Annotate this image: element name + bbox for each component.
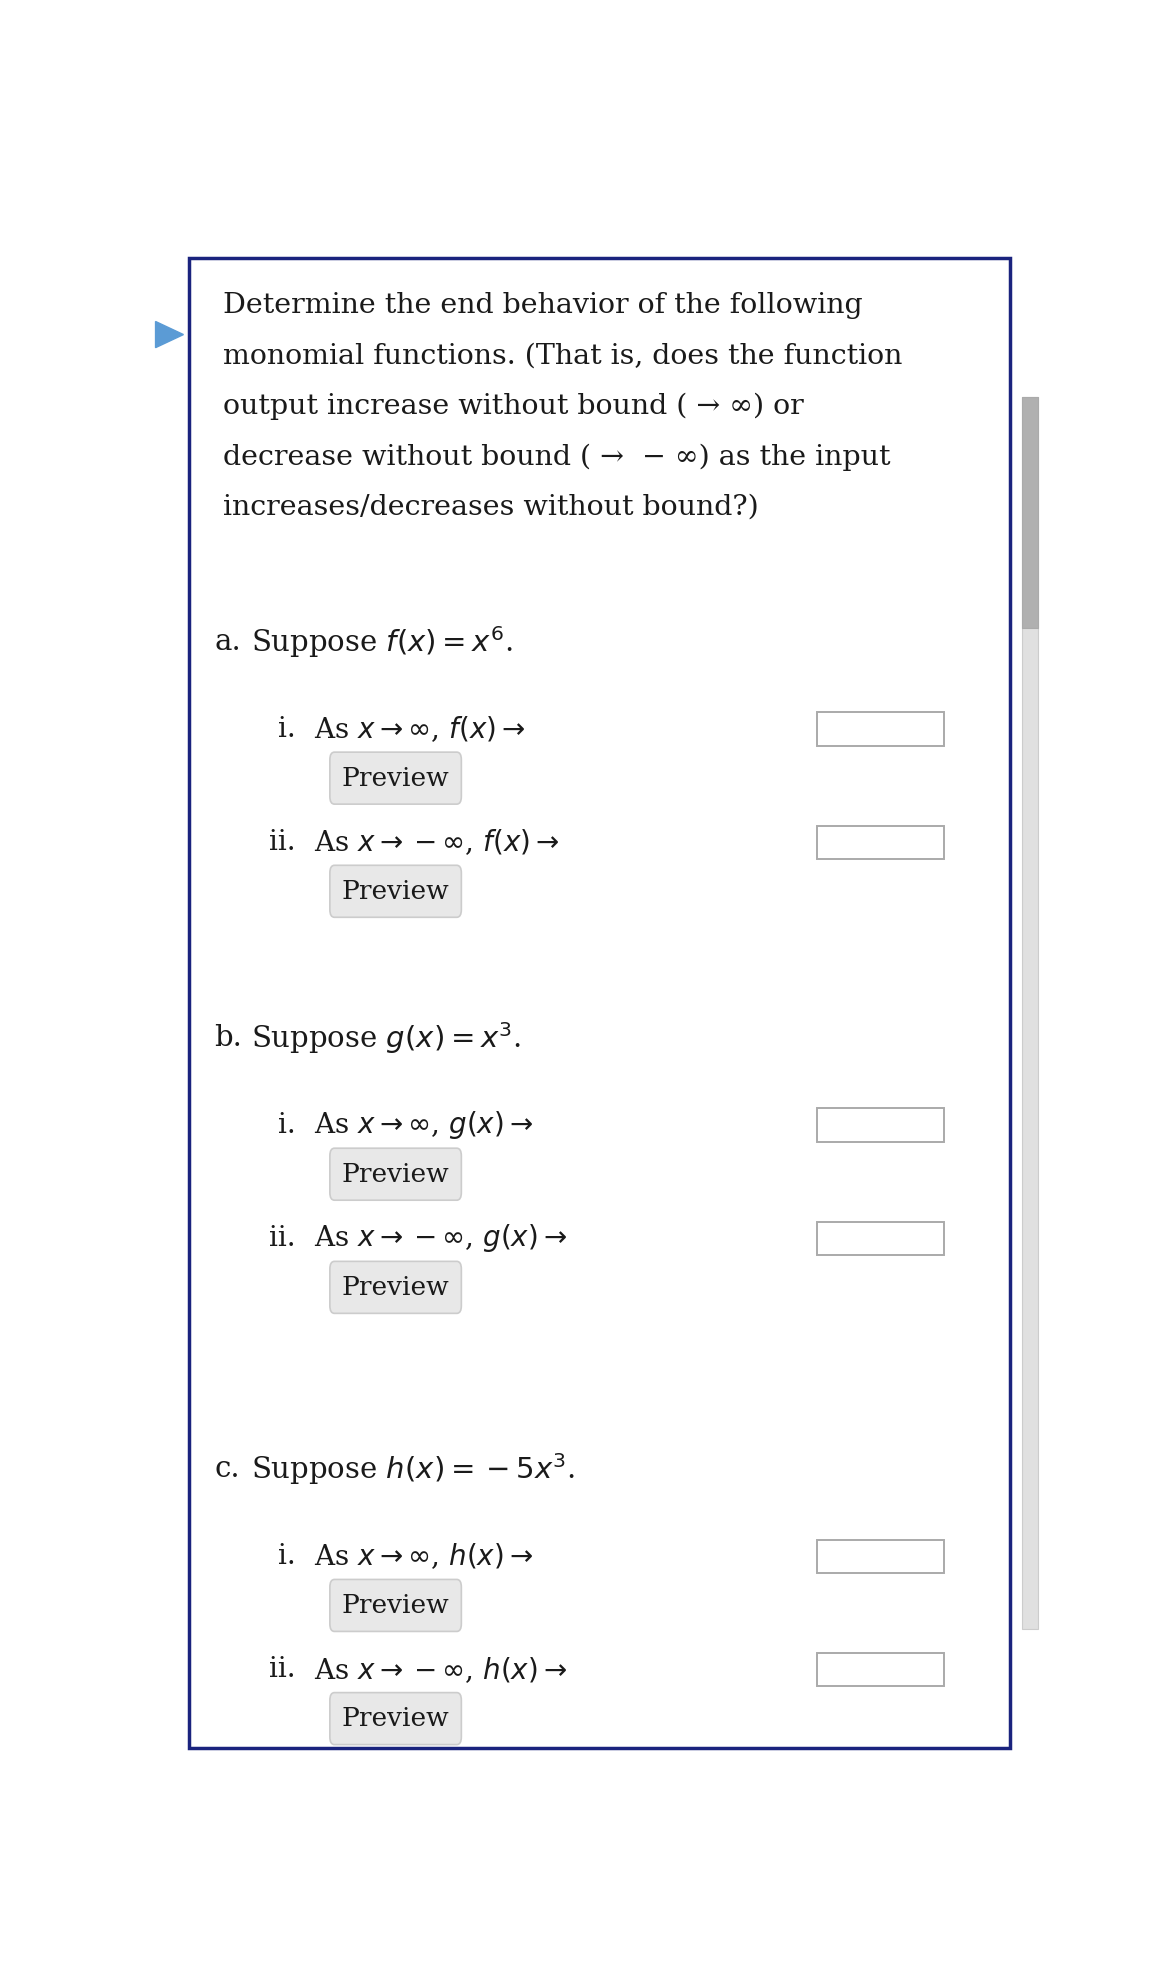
FancyBboxPatch shape [817, 1108, 944, 1142]
FancyBboxPatch shape [330, 1579, 461, 1631]
Text: i.: i. [277, 715, 296, 743]
Text: Preview: Preview [342, 1162, 449, 1188]
Text: ii.: ii. [269, 828, 295, 856]
Polygon shape [156, 322, 184, 348]
FancyBboxPatch shape [330, 866, 461, 918]
Text: As $x \rightarrow \infty$, $f(x) \rightarrow$: As $x \rightarrow \infty$, $f(x) \righta… [314, 715, 525, 745]
Text: Preview: Preview [342, 1706, 449, 1732]
Text: Preview: Preview [342, 1275, 449, 1301]
FancyBboxPatch shape [817, 1221, 944, 1255]
Text: c.: c. [214, 1456, 240, 1484]
Text: ii.: ii. [269, 1656, 295, 1684]
Text: Suppose $f(x) = x^6$.: Suppose $f(x) = x^6$. [250, 624, 512, 659]
Text: Preview: Preview [342, 878, 449, 904]
FancyBboxPatch shape [817, 713, 944, 747]
Text: As $x \rightarrow -\infty$, $g(x) \rightarrow$: As $x \rightarrow -\infty$, $g(x) \right… [314, 1223, 567, 1255]
Text: As $x \rightarrow \infty$, $g(x) \rightarrow$: As $x \rightarrow \infty$, $g(x) \righta… [314, 1110, 534, 1142]
Text: increases/decreases without bound?): increases/decreases without bound?) [223, 495, 759, 520]
Text: output increase without bound ( → ∞) or: output increase without bound ( → ∞) or [223, 393, 804, 421]
FancyBboxPatch shape [330, 1692, 461, 1744]
FancyBboxPatch shape [817, 1539, 944, 1573]
Text: monomial functions. (That is, does the function: monomial functions. (That is, does the f… [223, 342, 903, 369]
Text: ii.: ii. [269, 1225, 295, 1251]
FancyBboxPatch shape [330, 1261, 461, 1313]
Text: i.: i. [277, 1543, 296, 1571]
Text: Suppose $h(x) = -5x^3$.: Suppose $h(x) = -5x^3$. [250, 1452, 574, 1488]
FancyBboxPatch shape [817, 826, 944, 860]
FancyBboxPatch shape [330, 1148, 461, 1200]
Text: As $x \rightarrow -\infty$, $f(x) \rightarrow$: As $x \rightarrow -\infty$, $f(x) \right… [314, 828, 559, 858]
Text: Preview: Preview [342, 767, 449, 790]
Text: As $x \rightarrow \infty$, $h(x) \rightarrow$: As $x \rightarrow \infty$, $h(x) \righta… [314, 1541, 534, 1571]
Text: i.: i. [277, 1112, 296, 1138]
FancyBboxPatch shape [817, 1652, 944, 1686]
Text: Suppose $g(x) = x^3$.: Suppose $g(x) = x^3$. [250, 1021, 521, 1057]
FancyBboxPatch shape [1023, 397, 1038, 1629]
Text: Preview: Preview [342, 1593, 449, 1619]
Text: b.: b. [214, 1025, 242, 1053]
Text: Determine the end behavior of the following: Determine the end behavior of the follow… [223, 292, 863, 320]
FancyBboxPatch shape [330, 753, 461, 804]
FancyBboxPatch shape [1023, 397, 1038, 628]
FancyBboxPatch shape [188, 258, 1011, 1748]
Text: decrease without bound ( →  − ∞) as the input: decrease without bound ( → − ∞) as the i… [223, 443, 890, 471]
Text: As $x \rightarrow -\infty$, $h(x) \rightarrow$: As $x \rightarrow -\infty$, $h(x) \right… [314, 1654, 567, 1684]
Text: a.: a. [214, 628, 241, 655]
